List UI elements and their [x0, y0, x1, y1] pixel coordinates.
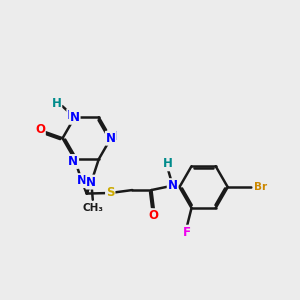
Text: N: N	[168, 179, 178, 192]
Text: O: O	[35, 123, 45, 136]
Text: Br: Br	[254, 182, 267, 192]
Text: F: F	[183, 226, 191, 239]
Text: N: N	[86, 176, 96, 189]
Text: N: N	[108, 130, 118, 143]
Text: CH₃: CH₃	[82, 203, 103, 213]
Text: N: N	[77, 174, 87, 187]
Text: N: N	[70, 111, 80, 124]
Text: N: N	[106, 132, 116, 145]
Text: N: N	[67, 109, 77, 122]
Text: H: H	[51, 97, 61, 110]
Text: O: O	[149, 209, 159, 222]
Text: S: S	[106, 187, 115, 200]
Text: H: H	[163, 157, 173, 170]
Text: N: N	[68, 155, 78, 168]
